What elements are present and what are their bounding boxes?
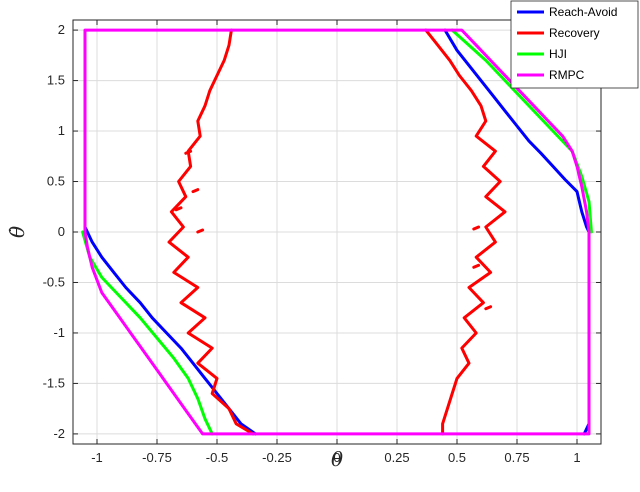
legend: Reach-Avoid Recovery HJI RMPC xyxy=(510,0,639,89)
series-line xyxy=(443,28,591,234)
series-line xyxy=(83,28,591,436)
tick-labels: -1 -0.75 -0.5 -0.25 0 0.25 0.5 0.75 1 -2 -1.5 -1 -0.… xyxy=(43,22,581,465)
series-line xyxy=(196,228,205,234)
legend-label: HJI xyxy=(549,47,567,61)
series-line xyxy=(472,225,481,231)
x-tick-label: 0.5 xyxy=(448,450,466,465)
legend-label: Reach-Avoid xyxy=(549,5,617,19)
y-tick-label: 1 xyxy=(58,123,65,138)
legend-label: RMPC xyxy=(549,68,585,82)
y-tick-label: 0.5 xyxy=(47,174,65,189)
x-tick-label: 0.75 xyxy=(504,450,529,465)
x-tick-label: 1 xyxy=(573,450,580,465)
tick-marks xyxy=(73,20,601,444)
x-tick-label: 0.25 xyxy=(384,450,409,465)
series-line xyxy=(191,188,200,194)
series-layer xyxy=(81,28,593,436)
y-tick-label: -2 xyxy=(53,426,65,441)
x-tick-label: 0 xyxy=(333,450,340,465)
series-recovery xyxy=(167,28,507,436)
y-tick-label: -1 xyxy=(53,325,65,340)
series-line xyxy=(450,28,593,234)
y-tick-label: 1.5 xyxy=(47,73,65,88)
series-line xyxy=(472,263,481,269)
series-hji xyxy=(81,28,593,436)
x-tick-label: -0.5 xyxy=(206,450,228,465)
y-axis-label: θ̇ xyxy=(5,226,29,238)
legend-label: Recovery xyxy=(549,26,600,40)
y-tick-label: 2 xyxy=(58,22,65,37)
series-line xyxy=(174,206,183,212)
x-tick-label: -0.75 xyxy=(142,450,172,465)
y-tick-label: -1.5 xyxy=(43,375,65,390)
y-tick-label: -0.5 xyxy=(43,274,65,289)
y-tick-label: 0 xyxy=(58,224,65,239)
x-tick-label: -0.25 xyxy=(262,450,292,465)
series-line xyxy=(167,28,255,436)
series-rmpc xyxy=(83,28,591,436)
x-tick-label: -1 xyxy=(91,450,103,465)
series-line xyxy=(81,230,214,436)
x-axis-label: θ xyxy=(331,447,343,471)
series-line xyxy=(424,28,507,436)
series-line xyxy=(184,149,193,155)
series-line xyxy=(484,305,493,311)
